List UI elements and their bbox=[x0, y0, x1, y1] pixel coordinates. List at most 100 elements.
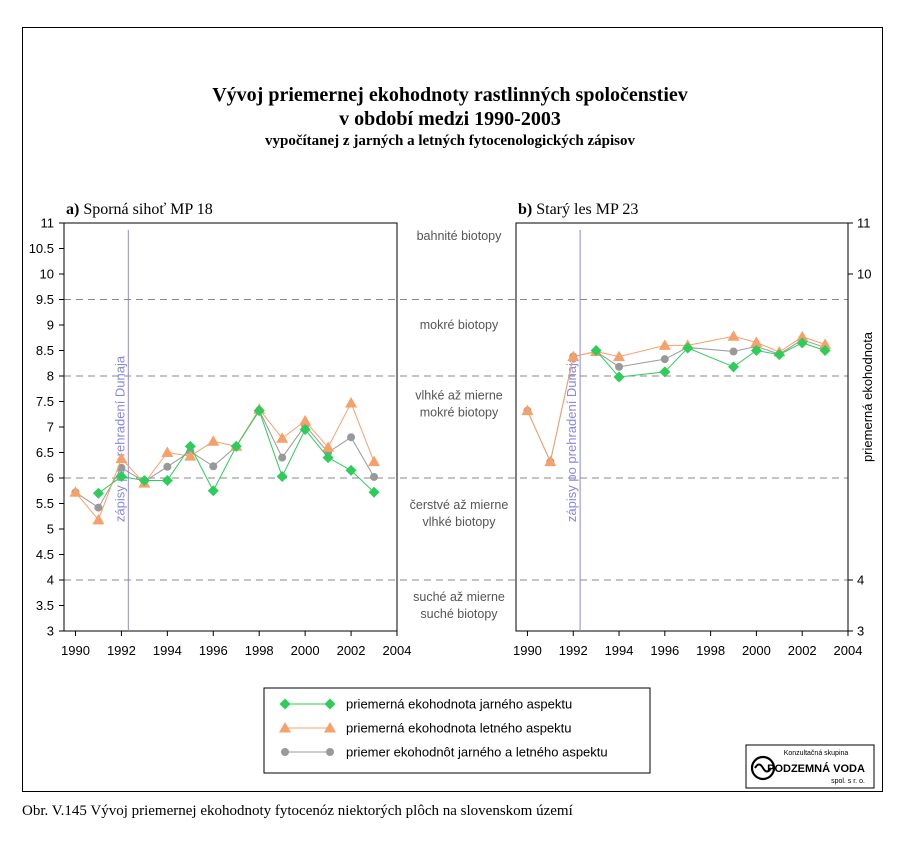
y-tick-label: 8.5 bbox=[36, 343, 54, 358]
panel-name-a: Sporná sihoť MP 18 bbox=[83, 201, 212, 218]
x-tick-label: 2000 bbox=[742, 643, 771, 658]
chart-subtitle: v období medzi 1990-2003 bbox=[339, 108, 561, 130]
y-tick-label: 5.5 bbox=[36, 496, 54, 511]
chart-title: Vývoj priemernej ekohodnoty rastlinných … bbox=[212, 84, 688, 106]
zone-label: bahnité biotopy bbox=[417, 229, 503, 243]
data-point bbox=[161, 475, 173, 487]
data-point bbox=[253, 405, 265, 417]
data-point bbox=[659, 366, 671, 378]
logo-line-2: PODZEMNÁ VODA bbox=[767, 762, 865, 775]
panel-title-a: a) Sporná sihoť MP 18 bbox=[66, 201, 213, 218]
data-point bbox=[207, 435, 220, 446]
x-tick-label: 1992 bbox=[107, 643, 136, 658]
figure-caption: Obr. V.145 Vývoj priemernej ekohodnoty f… bbox=[22, 803, 573, 819]
y-tick-label: 6 bbox=[47, 471, 54, 486]
data-point bbox=[276, 470, 288, 482]
y-tick-label: 3.5 bbox=[36, 598, 54, 613]
legend-entry: priemerná ekohodnota jarného aspektu bbox=[346, 697, 572, 712]
data-point bbox=[92, 513, 105, 525]
x-tick-label: 1998 bbox=[245, 643, 274, 658]
data-point bbox=[322, 441, 335, 452]
logo-line-1: Konzultačná skupina bbox=[784, 750, 849, 757]
x-tick-label: 2002 bbox=[788, 643, 817, 658]
data-point bbox=[161, 446, 174, 457]
y-tick-label: 3 bbox=[47, 624, 54, 639]
zone-label: mokré biotopy bbox=[420, 318, 499, 332]
data-point bbox=[115, 470, 127, 482]
x-tick-label: 1996 bbox=[199, 643, 228, 658]
y-tick-label: 10.5 bbox=[29, 241, 54, 256]
legend-marker bbox=[279, 698, 291, 710]
legend-marker bbox=[281, 748, 289, 756]
y-tick-label: 7 bbox=[47, 420, 54, 435]
y-tick-label: 7.5 bbox=[36, 394, 54, 409]
logo-box bbox=[745, 744, 875, 789]
y-tick-label: 11 bbox=[857, 216, 871, 231]
legend-marker bbox=[279, 722, 291, 733]
x-tick-label: 2000 bbox=[291, 643, 320, 658]
zone-label: čerstvé až mierne bbox=[410, 498, 509, 512]
y-tick-label: 10 bbox=[40, 267, 54, 282]
y-tick-label: 6.5 bbox=[36, 445, 54, 460]
data-point bbox=[117, 463, 126, 472]
y-axis-label-b: priemerná ekohodnota bbox=[860, 331, 875, 462]
data-point bbox=[92, 487, 104, 499]
data-point bbox=[184, 450, 197, 461]
zone-label: suché až mierne bbox=[413, 590, 505, 604]
data-point bbox=[615, 362, 624, 371]
figure-frame bbox=[22, 27, 883, 792]
y-tick-label: 9.5 bbox=[36, 292, 54, 307]
data-point bbox=[368, 455, 381, 467]
data-point bbox=[276, 432, 289, 443]
legend-marker bbox=[324, 722, 336, 733]
panel-name-b: Starý les MP 23 bbox=[536, 201, 638, 218]
y-tick-label: 3 bbox=[857, 624, 864, 639]
x-tick-label: 1990 bbox=[513, 643, 542, 658]
data-point bbox=[658, 339, 671, 350]
data-point bbox=[750, 345, 762, 356]
zone-labels: bahnité biotopy mokré biotopy vlhké až mie… bbox=[64, 229, 848, 621]
data-point bbox=[299, 414, 312, 426]
panel-a: a) Sporná sihoť MP 18 1990 1992 1994 1996 199… bbox=[29, 201, 412, 658]
zone-label: suché biotopy bbox=[420, 607, 498, 621]
y-tick-label: 9 bbox=[47, 318, 54, 333]
data-point bbox=[660, 355, 669, 364]
zone-label: mokré biotopy bbox=[420, 406, 499, 420]
y-tick-label: 4 bbox=[857, 573, 864, 588]
data-point bbox=[347, 433, 356, 442]
data-point bbox=[278, 453, 287, 462]
x-tick-label: 2004 bbox=[834, 643, 863, 658]
x-tick-label: 1992 bbox=[559, 643, 588, 658]
data-point bbox=[567, 350, 580, 362]
data-point bbox=[727, 330, 740, 341]
data-point bbox=[368, 486, 380, 498]
x-tick-label: 2002 bbox=[337, 643, 366, 658]
series-line-0-b bbox=[595, 342, 826, 378]
legend: priemerná ekohodnota jarného aspektu prie… bbox=[263, 687, 651, 774]
y-tick-label: 10 bbox=[857, 267, 871, 282]
data-point bbox=[544, 455, 557, 467]
data-point bbox=[773, 349, 785, 361]
x-tick-label: 1990 bbox=[61, 643, 90, 658]
data-point bbox=[750, 336, 763, 347]
y-tick-label: 11 bbox=[41, 216, 55, 231]
data-point bbox=[613, 371, 625, 383]
legend-entry: priemer ekohodnôt jarného a letného aspe… bbox=[346, 745, 608, 760]
x-tick-label: 1994 bbox=[605, 643, 634, 658]
dam-marker-label-a: zápisy po prehradení Dunaja bbox=[112, 355, 127, 522]
panel-title-b: b) Starý les MP 23 bbox=[518, 201, 638, 218]
logo-wave-icon bbox=[754, 763, 772, 773]
panel-label-a: a) bbox=[66, 201, 83, 218]
logo-icon bbox=[750, 755, 776, 781]
data-point bbox=[207, 485, 219, 497]
data-point bbox=[184, 440, 196, 452]
data-point bbox=[94, 503, 103, 512]
panel-b: b) Starý les MP 23 1990 1992 1994 1996 1998 20… bbox=[513, 201, 875, 658]
data-point bbox=[230, 440, 242, 452]
zone-label: vlhké biotopy bbox=[423, 515, 497, 529]
data-point bbox=[613, 350, 626, 362]
x-tick-label: 2004 bbox=[383, 643, 412, 658]
legend-marker bbox=[326, 748, 334, 756]
data-point bbox=[163, 462, 172, 471]
